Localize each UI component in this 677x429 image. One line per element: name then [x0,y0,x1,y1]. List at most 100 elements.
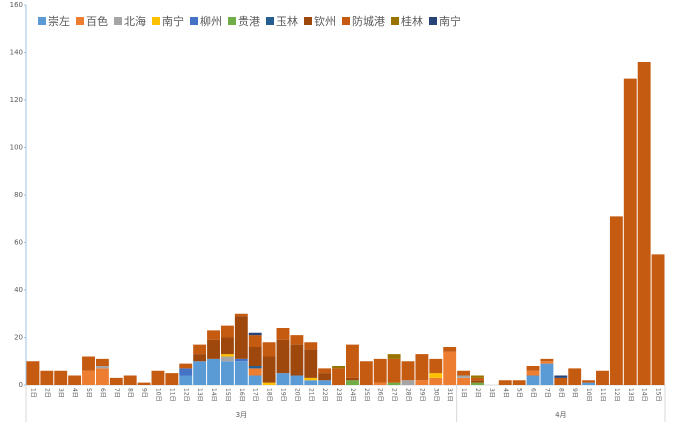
bar-segment [540,358,554,362]
bar-segment [290,344,304,376]
bar-segment [234,316,248,359]
bar-segment [596,370,609,385]
x-tick-label: 15日 [224,388,231,402]
bar-segment [234,361,248,385]
bar-segment [68,375,82,385]
y-tick-label: 40 [14,286,23,294]
bar-segment [415,380,429,385]
x-tick-label: 28日 [405,388,412,402]
bar-segment [373,382,387,385]
bar-segment [332,368,345,385]
bar-segment [457,375,471,378]
legend-swatch [304,17,312,25]
bar-segment [346,377,359,381]
x-tick-label: 22日 [321,388,328,402]
legend-label: 钦州 [314,15,336,28]
x-tick-label: 10日 [585,388,592,402]
x-tick-label: 13日 [196,388,203,402]
bar-segment [262,342,276,357]
bar-segment [387,354,401,359]
bar-segment [359,361,373,385]
bar-segment [248,335,262,347]
bar-segment [582,380,596,383]
x-tick-label: 13日 [627,388,634,402]
x-tick-label: 19日 [279,388,286,402]
bar-segment [26,361,40,385]
bar-segment [651,254,665,385]
bar-segment [526,375,540,385]
bar-segment [248,375,262,385]
bar-segment [554,377,568,385]
x-tick-label: 11日 [168,388,175,402]
x-tick-label: 3日 [57,388,64,398]
bar-segment [498,380,512,385]
x-group-label: 3月 [236,411,247,419]
bar-segment [207,358,220,385]
bar-segment [179,368,193,376]
bar-segment [457,370,471,376]
legend-swatch [429,17,437,25]
bar-segment [248,347,262,366]
x-tick-label: 7日 [113,388,120,398]
bar-segment [248,332,262,336]
bar-segment [526,370,540,376]
x-tick-label: 23日 [335,388,342,402]
bar-segment [512,380,526,385]
bar-segment [248,368,262,376]
bar-segment [179,375,193,385]
bar-segment [193,344,207,355]
x-tick-label: 4日 [71,388,78,398]
y-tick-label: 160 [10,1,23,9]
x-tick-label: 21日 [307,388,314,402]
bar-segment [429,373,443,378]
bar-segment [623,78,637,385]
bar-segment [165,373,179,385]
bar-segment [609,216,623,385]
legend-swatch [114,17,122,25]
bar-segment [304,377,318,381]
bar-segment [637,62,651,385]
bar-segment [332,366,345,369]
bar-segment [193,354,207,362]
legend-swatch [342,17,350,25]
x-tick-label: 4日 [502,388,509,398]
x-tick-label: 5日 [516,388,523,398]
bar-segment [234,358,248,362]
x-tick-label: 12日 [613,388,620,402]
bar-segment [220,354,234,357]
bar-segment [95,366,109,369]
bar-segment [220,337,234,355]
x-tick-label: 9日 [571,388,578,398]
x-tick-label: 9日 [141,388,148,398]
bar-segment [193,361,207,385]
legend-label: 贵港 [238,15,260,28]
x-tick-label: 7日 [543,388,550,398]
bar-segment [40,370,54,385]
y-tick-label: 80 [14,191,23,199]
x-tick-label: 25日 [363,388,370,402]
bar-segment [540,363,554,385]
x-tick-label: 15日 [655,388,662,402]
bar-segment [290,335,304,345]
bar-segment [262,356,276,383]
bar-segment [276,373,290,385]
bar-segment [471,380,484,383]
x-tick-label: 3日 [488,388,495,398]
x-tick-label: 6日 [530,388,537,398]
y-tick-label: 60 [14,239,23,247]
legend-swatch [38,17,46,25]
x-tick-label: 20日 [293,388,300,402]
bar-segment [137,382,151,385]
bar-segment [82,370,95,385]
legend-swatch [391,17,399,25]
legend-swatch [76,17,84,25]
bar-segment [304,380,318,385]
x-tick-label: 30日 [432,388,439,402]
legend-swatch [228,17,236,25]
bar-segment [82,356,95,371]
x-tick-label: 8日 [127,388,134,398]
legend-label: 崇左 [48,15,70,28]
x-tick-label: 26日 [377,388,384,402]
bar-segment [151,370,165,385]
bar-segment [540,361,554,364]
